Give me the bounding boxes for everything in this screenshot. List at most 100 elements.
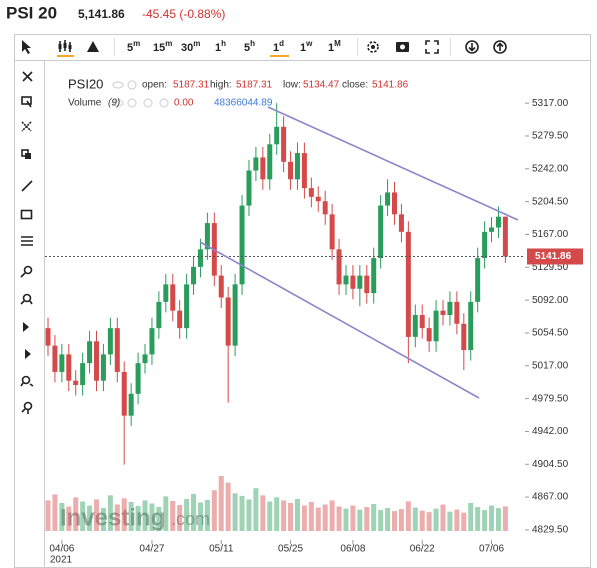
index-price: 5,141.86 bbox=[78, 7, 125, 21]
x-tick-label: 04/27 bbox=[139, 544, 164, 555]
interval-button[interactable]: 5m bbox=[127, 39, 140, 54]
legend-volume-label: Volume bbox=[68, 98, 102, 109]
scroll-left-tool[interactable] bbox=[23, 322, 29, 332]
interval-num: 5 bbox=[127, 42, 133, 54]
y-tick-label: 5279.50 bbox=[532, 131, 569, 142]
volume-bar bbox=[385, 508, 391, 531]
candle-body bbox=[294, 153, 300, 180]
interval-button[interactable]: 1w bbox=[300, 39, 313, 54]
fib-tool[interactable] bbox=[21, 236, 33, 246]
candle-body bbox=[80, 363, 86, 386]
volume-bar bbox=[66, 506, 72, 531]
candle-body bbox=[225, 297, 231, 346]
trendline-tool[interactable] bbox=[21, 180, 33, 192]
candle-body bbox=[461, 323, 467, 351]
candle-body bbox=[392, 192, 397, 215]
y-tick-label: 5317.00 bbox=[532, 98, 569, 109]
volume-bar bbox=[392, 511, 397, 531]
volume-bar bbox=[288, 502, 294, 531]
crosshair-tool[interactable] bbox=[21, 96, 32, 108]
chart-frame bbox=[14, 34, 591, 568]
candle-body bbox=[281, 126, 287, 162]
volume-bar bbox=[315, 507, 321, 531]
save-button[interactable] bbox=[493, 40, 507, 54]
volume-bar bbox=[59, 502, 65, 531]
volume-bar bbox=[412, 507, 418, 531]
watermark-suffix: .com bbox=[171, 509, 210, 529]
candle-body bbox=[398, 214, 404, 232]
candle-body bbox=[454, 301, 460, 324]
candle-body bbox=[197, 249, 203, 267]
candle-type-button[interactable] bbox=[58, 40, 72, 52]
interval-button[interactable]: 1h bbox=[215, 39, 226, 54]
candle-body bbox=[315, 196, 321, 202]
candle-body bbox=[45, 328, 51, 346]
candle-body bbox=[232, 284, 238, 346]
legend-eye-icons bbox=[112, 80, 169, 108]
interval-button[interactable]: 1d bbox=[270, 39, 289, 57]
last-price-label: 5141.86 bbox=[535, 251, 572, 262]
candle-body bbox=[218, 275, 224, 298]
y-tick-label: 5242.00 bbox=[532, 163, 569, 174]
volume-bar bbox=[94, 499, 100, 531]
y-tick-label: 5017.00 bbox=[532, 360, 569, 371]
measure-tool[interactable] bbox=[20, 375, 34, 387]
zoom-in-tool[interactable] bbox=[20, 265, 33, 278]
interval-label: 1w bbox=[300, 39, 313, 54]
candle-body bbox=[73, 380, 79, 386]
volume-bar bbox=[274, 497, 280, 531]
interval-num: 15 bbox=[153, 42, 165, 54]
interval-button[interactable]: 5h bbox=[244, 39, 255, 54]
volume-bar bbox=[419, 510, 425, 531]
volume-bar bbox=[218, 476, 224, 531]
y-tick-label: 4829.50 bbox=[532, 525, 569, 536]
index-change: -45.45 (-0.88%) bbox=[142, 7, 225, 21]
interval-label: 5m bbox=[127, 39, 140, 54]
legend-low: 5134.47 bbox=[303, 80, 340, 91]
y-tick-label: 4979.50 bbox=[532, 393, 569, 404]
cursor-button[interactable] bbox=[22, 40, 31, 54]
area-type-button[interactable] bbox=[87, 41, 99, 52]
interval-unit: d bbox=[279, 39, 284, 48]
candle-body bbox=[177, 310, 183, 329]
volume-bar bbox=[267, 501, 273, 531]
volume-bar bbox=[447, 511, 453, 531]
volume-bar bbox=[364, 507, 370, 531]
candle-body bbox=[433, 310, 439, 342]
fullscreen-button[interactable] bbox=[425, 40, 439, 54]
x-tick-label: 06/22 bbox=[410, 544, 435, 555]
legend-volume-period: (9) bbox=[108, 98, 120, 109]
interval-label: 1h bbox=[215, 39, 226, 54]
volume-bar bbox=[336, 506, 342, 531]
interval-button[interactable]: 1M bbox=[328, 39, 341, 54]
screenshot-button[interactable] bbox=[396, 42, 409, 52]
candle-body bbox=[59, 354, 65, 372]
volume-bar bbox=[329, 500, 335, 531]
volume-bar bbox=[322, 504, 328, 531]
volume-bar bbox=[253, 488, 259, 531]
settings-button[interactable] bbox=[367, 41, 379, 53]
interval-label: 1d bbox=[273, 39, 284, 54]
interval-label: 30m bbox=[181, 39, 200, 54]
reset-tool[interactable] bbox=[21, 401, 33, 415]
copy-tool[interactable] bbox=[21, 149, 31, 159]
candle-body bbox=[329, 214, 335, 250]
magnet-tool[interactable] bbox=[21, 121, 32, 132]
load-button[interactable] bbox=[465, 40, 479, 54]
volume-bar bbox=[204, 499, 210, 531]
interval-button[interactable]: 30m bbox=[181, 39, 200, 54]
y-tick-label: 5204.50 bbox=[532, 196, 569, 207]
scroll-right-tool[interactable] bbox=[25, 349, 31, 359]
volume-bar bbox=[440, 504, 446, 531]
zoom-out-tool[interactable] bbox=[20, 293, 33, 305]
y-tick-label: 4942.00 bbox=[532, 426, 569, 437]
candle-body bbox=[475, 258, 481, 302]
rectangle-tool[interactable] bbox=[20, 209, 33, 220]
close-tools-button[interactable] bbox=[22, 71, 33, 82]
volume-bar bbox=[184, 498, 190, 531]
y-tick-label: 5092.00 bbox=[532, 295, 569, 306]
volume-bar bbox=[225, 482, 231, 531]
interval-button[interactable]: 15m bbox=[153, 39, 172, 54]
